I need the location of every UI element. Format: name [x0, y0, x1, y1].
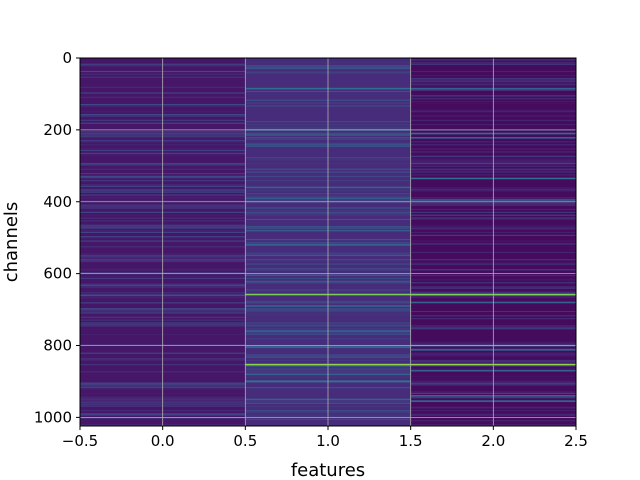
y-tick-label: 400: [43, 193, 72, 211]
x-tick-label: 2.0: [481, 432, 505, 450]
y-axis-label: channels: [1, 202, 22, 283]
x-axis-label: features: [291, 460, 365, 480]
x-tick-label: −0.5: [62, 432, 98, 450]
y-axis: 0 200 400 600 800 1000: [34, 49, 80, 426]
y-tick-label: 800: [43, 337, 72, 355]
x-tick-label: 1.5: [399, 432, 423, 450]
x-tick-label: 0.5: [233, 432, 257, 450]
y-tick-label: 200: [43, 121, 72, 139]
y-tick-label: 600: [43, 265, 72, 283]
y-tick-label: 1000: [34, 408, 72, 426]
x-tick-label: 0.0: [151, 432, 175, 450]
x-axis: −0.5 0.0 0.5 1.0 1.5 2.0 2.5: [62, 426, 588, 450]
y-tick-label: 0: [62, 49, 72, 67]
x-tick-label: 1.0: [316, 432, 340, 450]
x-tick-label: 2.5: [564, 432, 588, 450]
